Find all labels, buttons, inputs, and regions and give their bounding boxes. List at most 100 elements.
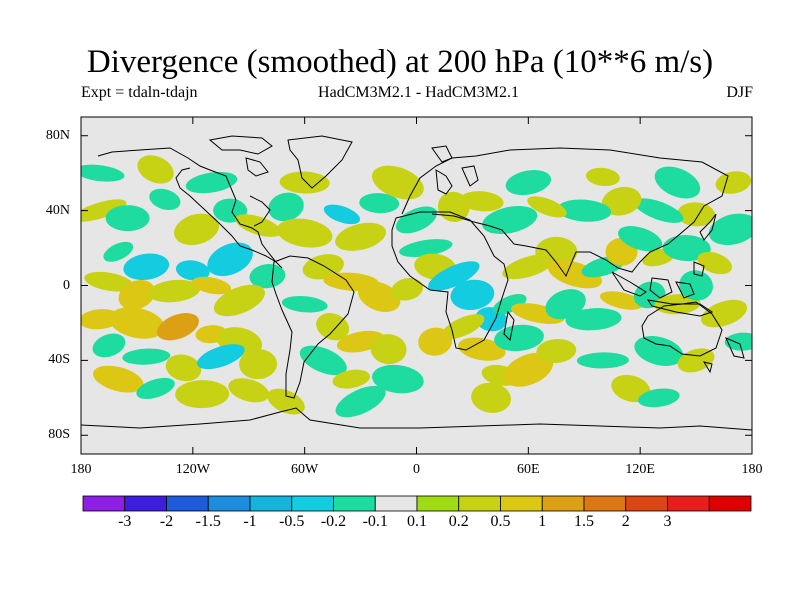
divergence-contour <box>458 337 506 361</box>
north-america-coast <box>97 147 283 269</box>
south-america-coast <box>271 255 355 399</box>
divergence-contour <box>228 378 270 403</box>
divergence-contour <box>213 284 265 317</box>
colorbar-swatch <box>166 495 209 512</box>
divergence-contour <box>281 296 328 313</box>
colorbar-swatch <box>249 495 293 512</box>
divergence-contour <box>81 199 127 222</box>
divergence-contour <box>323 204 361 225</box>
divergence-contour <box>418 327 453 356</box>
colorbar-label: 1 <box>538 513 547 530</box>
colorbar-swatch <box>458 495 501 512</box>
divergence-contour <box>601 186 642 216</box>
colorbar-label: 0.5 <box>490 513 511 530</box>
divergence-field <box>81 155 752 418</box>
divergence-contour <box>105 205 150 232</box>
divergence-contour <box>81 309 121 330</box>
lon-label: 180 <box>741 462 763 477</box>
colorbar-swatch <box>708 495 752 512</box>
divergence-contour <box>399 239 453 258</box>
divergence-contour <box>527 196 567 218</box>
divergence-contour <box>492 294 527 315</box>
lon-label: 0 <box>413 462 420 477</box>
divergence-contour <box>207 242 253 277</box>
divergence-contour <box>123 253 170 281</box>
divergence-contour <box>358 281 401 312</box>
colorbar-swatch <box>583 495 627 512</box>
divergence-contour <box>149 188 181 211</box>
colorbar-swatch <box>500 495 543 512</box>
colorbar-swatch <box>291 495 334 512</box>
colorbar-label: -1 <box>243 513 257 530</box>
divergence-contour <box>175 260 210 281</box>
divergence-contour <box>103 241 134 262</box>
divergence-contour <box>536 338 577 364</box>
divergence-contour <box>118 279 156 310</box>
axis-ticks <box>80 117 753 454</box>
divergence-contour <box>708 213 752 246</box>
divergence-contour <box>84 271 134 292</box>
divergence-contour <box>459 191 504 212</box>
antarctica-coast <box>81 407 752 431</box>
colorbar-swatch <box>667 495 710 512</box>
divergence-contour <box>332 369 371 389</box>
divergence-contour <box>395 206 438 234</box>
divergence-contour <box>268 192 304 222</box>
divergence-contour <box>637 388 680 408</box>
lon-label: 60W <box>291 462 319 477</box>
eurasia-coast <box>401 147 729 278</box>
colorbar-label: -0.2 <box>320 513 347 530</box>
colorbar-swatch <box>82 495 126 512</box>
lat-label: 40N <box>45 202 70 218</box>
lon-label: 120E <box>625 462 655 477</box>
divergence-contour <box>109 307 165 339</box>
divergence-contour <box>148 279 201 303</box>
divergence-contour <box>196 344 245 370</box>
divergence-contour <box>679 270 713 301</box>
colorbar-label: -2 <box>159 513 174 530</box>
greenland-coast <box>287 135 353 189</box>
maritime-continent <box>611 213 717 317</box>
lon-label: 180 <box>70 462 92 477</box>
lon-label: 120W <box>175 462 210 477</box>
lat-label: 0 <box>63 277 70 293</box>
colorbar-label: 3 <box>663 513 672 530</box>
divergence-contour <box>428 261 480 292</box>
divergence-contour <box>175 380 230 409</box>
divergence-contour <box>535 236 578 267</box>
divergence-contour <box>235 214 282 237</box>
lat-label: 80N <box>45 127 70 143</box>
colorbar-label: 2 <box>621 513 630 530</box>
divergence-contour <box>662 235 711 262</box>
lon-label: 60E <box>517 462 540 477</box>
divergence-contour <box>371 364 424 394</box>
colorbar-swatch <box>625 495 668 512</box>
coastlines <box>81 135 752 431</box>
divergence-contour <box>371 165 424 200</box>
colorbar-label: 0.2 <box>448 513 469 530</box>
divergence-contour <box>122 348 171 365</box>
divergence-contour <box>494 324 544 352</box>
divergence-contour <box>137 155 174 184</box>
divergence-contour <box>654 166 701 199</box>
divergence-contour <box>697 251 733 275</box>
divergence-contour <box>611 374 651 403</box>
divergence-contour <box>191 276 232 295</box>
divergence-contour <box>450 279 495 311</box>
divergence-contour <box>677 202 716 227</box>
australia-coast <box>641 301 745 374</box>
divergence-contour <box>634 336 684 367</box>
divergence-contour <box>156 312 199 341</box>
colorbar-swatch <box>416 495 460 512</box>
divergence-contour <box>505 169 552 196</box>
experiment-label: Expt = tdaln-tdajn <box>81 84 198 101</box>
colorbar-label: -0.5 <box>279 513 305 530</box>
divergence-contour <box>92 333 126 358</box>
divergence-contour <box>503 352 554 387</box>
divergence-contour <box>634 198 684 223</box>
lat-label: 40S <box>48 352 70 368</box>
divergence-contour <box>174 213 220 246</box>
madagascar-coast <box>503 310 515 342</box>
